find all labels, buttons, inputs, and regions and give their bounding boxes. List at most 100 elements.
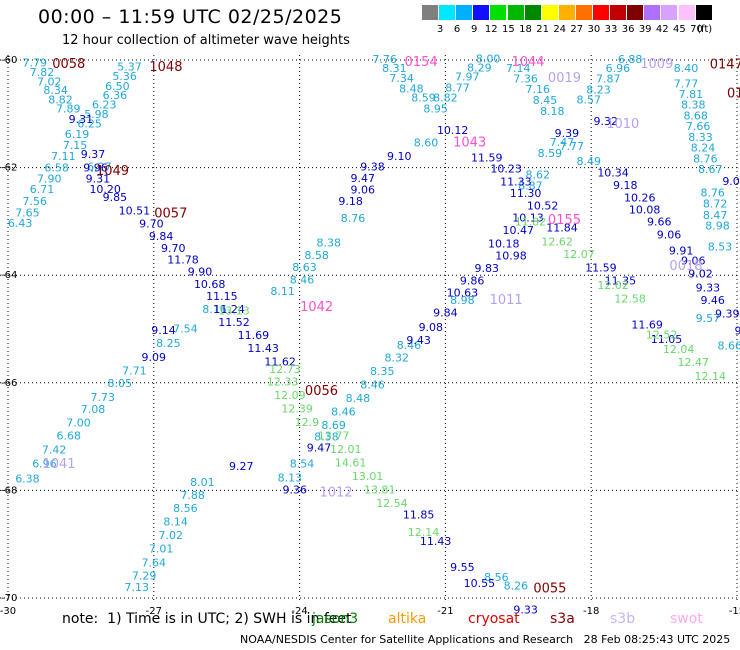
wave-height-value: 8.82 bbox=[48, 93, 73, 106]
wave-height-value: 9.84 bbox=[433, 306, 458, 319]
legend-label: 21 bbox=[536, 24, 549, 35]
pass-time-label: 1049 bbox=[96, 164, 129, 179]
wave-height-value: 7.65 bbox=[15, 206, 40, 219]
wave-height-value: 7.14 bbox=[506, 62, 531, 75]
wave-height-value: 13.81 bbox=[364, 483, 396, 496]
legend-label: 30 bbox=[587, 24, 601, 35]
axis-labels: -30 -27 -24 -21 -18 -15 -60 -62 -64 -66 -68 -70 bbox=[0, 55, 740, 617]
wave-height-value: 7.29 bbox=[132, 569, 157, 582]
wave-height-value: 8.40 bbox=[674, 62, 699, 75]
wave-height-value: 8.16 bbox=[202, 303, 227, 316]
wave-height-value: 5.37 bbox=[117, 60, 142, 73]
wave-height-value: 6.38 bbox=[15, 473, 40, 486]
wave-height-value: 7.16 bbox=[525, 83, 550, 96]
wave-height-value: 9.96 bbox=[83, 162, 108, 175]
wave-height-value: 12.58 bbox=[614, 292, 646, 305]
legend-label: 39 bbox=[638, 24, 652, 35]
wave-height-value: 5.36 bbox=[112, 70, 137, 83]
wave-height-value: 8.01 bbox=[190, 476, 215, 489]
wave-height-value: 8.82 bbox=[433, 92, 458, 105]
wave-height-value: 7.13 bbox=[125, 581, 150, 594]
pass-time-label: 1009 bbox=[640, 57, 673, 72]
wave-height-value: 8.60 bbox=[414, 136, 439, 149]
lon-tick-label: -21 bbox=[437, 606, 453, 617]
wave-height-value: 11.05 bbox=[651, 333, 683, 346]
wave-height-value: 8.33 bbox=[688, 131, 713, 144]
legend-swatch bbox=[456, 5, 473, 20]
wave-height-value: 8.47 bbox=[703, 209, 728, 222]
pass-time-label: 1012 bbox=[320, 486, 353, 501]
wave-height-value: 10.12 bbox=[437, 124, 469, 137]
sat-label-jason3: jason3 bbox=[312, 611, 359, 627]
wave-height-value: 8.66 bbox=[717, 340, 740, 353]
wave-height-value: 9.06 bbox=[681, 255, 706, 268]
wave-height-value: 10.68 bbox=[194, 278, 226, 291]
notes-text: note: 1) Time is in UTC; 2) SWH is in fe… bbox=[62, 611, 352, 627]
legend-swatch bbox=[490, 5, 507, 20]
wave-height-value: 12.02 bbox=[597, 279, 629, 292]
wave-height-value: 8.56 bbox=[484, 571, 509, 584]
wave-height-value: 9.10 bbox=[387, 150, 412, 163]
wave-height-value: 8.38 bbox=[681, 99, 706, 112]
wave-height-value: 8.13 bbox=[278, 471, 303, 484]
pass-time-label: 0018 bbox=[669, 259, 702, 274]
pass-time-label: 0155 bbox=[548, 213, 581, 228]
wave-height-value: 9.31 bbox=[69, 113, 94, 126]
sat-label-swot: swot bbox=[670, 611, 703, 627]
wave-height-value: 6.88 bbox=[618, 53, 643, 66]
sat-label-s3b: s3b bbox=[610, 611, 636, 627]
legend-swatch bbox=[422, 5, 438, 20]
pass-time-label: 0058 bbox=[52, 57, 85, 72]
legend-label: 3 bbox=[436, 24, 444, 35]
wave-height-value: 11.85 bbox=[403, 509, 435, 522]
wave-height-value: 9.85 bbox=[103, 191, 128, 204]
wave-height-value: 11.62 bbox=[264, 355, 296, 368]
wave-height-value: 7.81 bbox=[679, 88, 704, 101]
wave-height-value: 8.46 bbox=[331, 405, 356, 418]
legend-label: 33 bbox=[604, 24, 618, 35]
wave-height-value: 8.76 bbox=[700, 186, 725, 199]
legend-swatch bbox=[627, 5, 644, 20]
wave-height-value: 8.00 bbox=[476, 52, 501, 65]
wave-height-value: 7.76 bbox=[372, 53, 397, 66]
wave-height-value: 9.91 bbox=[669, 244, 694, 257]
wave-height-value: 11.52 bbox=[218, 316, 250, 329]
wave-height-value: 12.39 bbox=[281, 403, 313, 416]
wave-height-value: 12.09 bbox=[274, 389, 306, 402]
wave-height-value: 6.27 bbox=[87, 161, 112, 174]
pass-time-label: 1041 bbox=[42, 457, 75, 472]
wave-height-value: 8.56 bbox=[173, 502, 198, 515]
wave-height-value: 9.14 bbox=[151, 324, 176, 337]
footer-timestamp: 28 Feb 08:25:43 UTC 2025 bbox=[583, 633, 731, 646]
wave-height-value: 8.69 bbox=[321, 419, 346, 432]
wave-height-value: 6.96 bbox=[32, 458, 57, 471]
legend-label: 15 bbox=[502, 24, 515, 35]
legend-swatch bbox=[678, 5, 695, 20]
wave-height-value: 9.39 bbox=[555, 127, 580, 140]
wave-height-value: 10.47 bbox=[503, 224, 535, 237]
wave-height-value: 11.59 bbox=[585, 262, 617, 275]
wave-height-value: 6.58 bbox=[44, 162, 69, 175]
wave-height-value: 8.18 bbox=[540, 105, 565, 118]
footer-credit: NOAA/NESDIS Center for Satellite Applica… bbox=[240, 633, 730, 646]
pass-time-label: 1010 bbox=[606, 117, 639, 132]
wave-height-value: 10.20 bbox=[89, 183, 121, 196]
wave-height-value: 12.14 bbox=[408, 526, 440, 539]
wave-height-value: 10.52 bbox=[527, 199, 559, 212]
pass-time-label: 1043 bbox=[453, 135, 486, 150]
wave-height-value: 8.24 bbox=[691, 142, 716, 155]
wave-height-value: 8.63 bbox=[292, 261, 317, 274]
wave-height-value: 7.36 bbox=[513, 72, 538, 85]
legend-swatch bbox=[524, 5, 541, 20]
wave-height-value: 12.47 bbox=[678, 356, 710, 369]
wave-height-value: 9.37 bbox=[81, 148, 106, 161]
wave-height-value: 8.14 bbox=[163, 516, 188, 529]
wave-height-value: 8.48 bbox=[399, 83, 424, 96]
wave-height-value: 6.50 bbox=[105, 80, 130, 93]
wave-height-value: 11.33 bbox=[500, 176, 532, 189]
wave-height-value: 8.11 bbox=[270, 285, 295, 298]
wave-height-value: 9.60 bbox=[734, 325, 740, 338]
wave-height-value: 8.26 bbox=[504, 580, 529, 593]
wave-height-value: 11.43 bbox=[247, 342, 279, 355]
wave-height-value: 8.49 bbox=[577, 155, 602, 168]
